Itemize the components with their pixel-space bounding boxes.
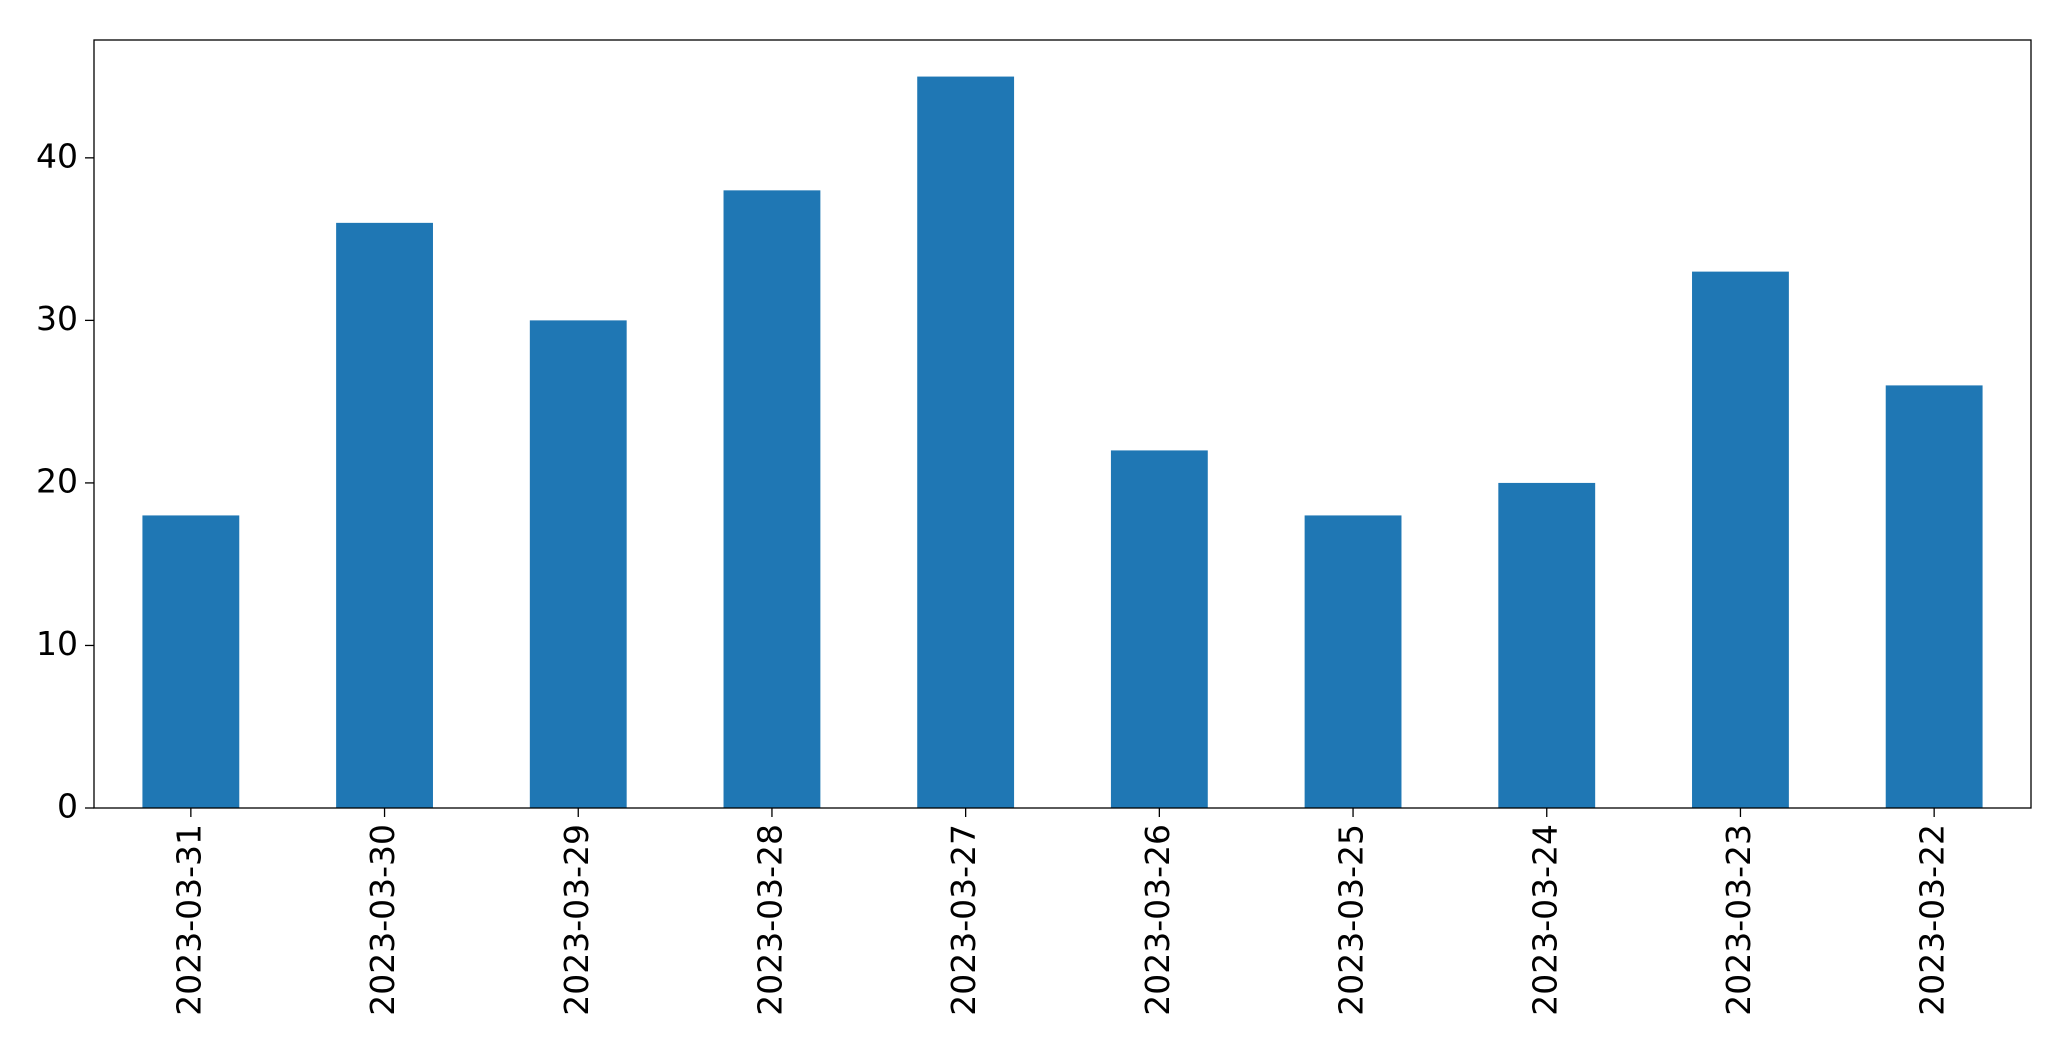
bar xyxy=(917,76,1015,809)
x-tick-label: 2023-03-27 xyxy=(944,824,983,1016)
y-tick-label: 0 xyxy=(57,787,78,826)
bar xyxy=(1885,385,1983,808)
bar xyxy=(723,190,821,808)
x-tick-label: 2023-03-28 xyxy=(750,824,789,1016)
x-tick-label: 2023-03-23 xyxy=(1719,824,1758,1016)
x-tick-label: 2023-03-24 xyxy=(1525,824,1564,1016)
x-tick-label: 2023-03-30 xyxy=(363,824,402,1016)
x-tick-label: 2023-03-22 xyxy=(1913,824,1952,1016)
y-tick-label: 10 xyxy=(36,624,78,663)
bar xyxy=(336,222,433,808)
y-tick-label: 20 xyxy=(36,461,78,500)
bar xyxy=(142,515,240,808)
y-tick-label: 30 xyxy=(36,299,78,338)
x-tick-label: 2023-03-29 xyxy=(557,824,596,1016)
bar xyxy=(1110,450,1208,808)
x-tick-label: 2023-03-25 xyxy=(1332,824,1371,1016)
bar xyxy=(529,320,627,808)
y-tick-label: 40 xyxy=(36,136,78,175)
x-tick-label: 2023-03-31 xyxy=(169,824,208,1016)
bar xyxy=(1498,482,1596,808)
bar xyxy=(1304,515,1402,808)
plot-frame xyxy=(93,39,2032,809)
x-tick-label: 2023-03-26 xyxy=(1138,824,1177,1016)
bar xyxy=(1692,271,1789,809)
